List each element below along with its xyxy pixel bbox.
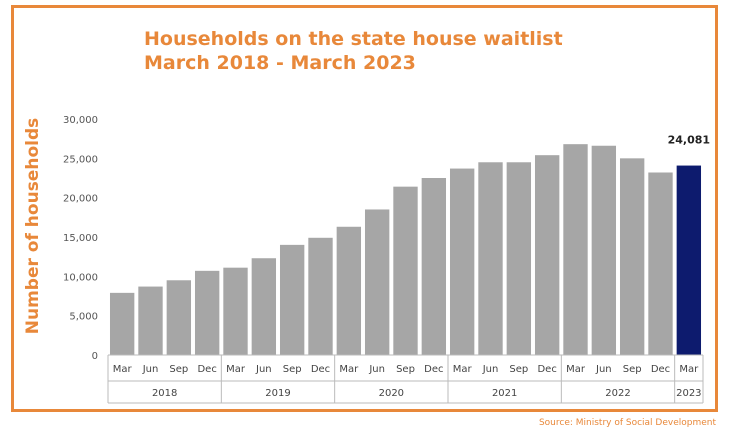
title-line-1: Households on the state house waitlist	[144, 28, 563, 50]
bar	[563, 144, 588, 355]
bar	[449, 168, 475, 355]
bar	[364, 209, 390, 355]
bar	[336, 226, 362, 355]
bar	[393, 186, 418, 355]
bar	[506, 162, 532, 355]
x-tick-label: Sep	[509, 364, 528, 375]
x-tick-label: Dec	[651, 364, 670, 375]
bar	[166, 280, 192, 355]
y-tick-label: 15,000	[63, 233, 98, 244]
x-year-label: 2021	[492, 388, 517, 399]
x-tick-label: Dec	[424, 364, 443, 375]
bar	[619, 158, 645, 355]
bar	[138, 286, 163, 355]
data-labels: 24,081	[668, 134, 710, 147]
x-tick-label: Mar	[226, 364, 246, 375]
bars	[109, 144, 702, 355]
x-tick-label: Sep	[396, 364, 415, 375]
bar-highlighted	[676, 165, 702, 355]
bar	[308, 237, 333, 355]
title-line-2: March 2018 - March 2023	[144, 52, 416, 74]
x-year-label: 2022	[605, 388, 630, 399]
y-axis-label: Number of households	[23, 118, 43, 334]
y-tick-label: 25,000	[63, 154, 98, 165]
y-tick-label: 0	[92, 351, 98, 362]
x-tick-label: Jun	[368, 364, 385, 375]
y-tick-label: 20,000	[63, 194, 98, 205]
bar	[648, 172, 673, 355]
x-year-label: 2020	[379, 388, 404, 399]
x-tick-label: Sep	[283, 364, 302, 375]
x-tick-label: Mar	[453, 364, 473, 375]
x-axis: Mar Jun Sep Dec Mar Jun Sep Dec Mar Jun Sep Dec Mar J…	[107, 354, 704, 404]
x-tick-label: Sep	[169, 364, 188, 375]
x-tick-label: Jun	[142, 364, 159, 375]
x-tick-label: Dec	[537, 364, 556, 375]
x-tick-label: Jun	[255, 364, 272, 375]
source-note: Source: Ministry of Social Development	[538, 418, 716, 428]
x-tick-label: Mar	[566, 364, 586, 375]
bar	[279, 244, 305, 355]
y-axis-ticks: 0 5,000 10,000 15,000 20,000 25,000 30,000	[63, 115, 98, 362]
bar	[109, 292, 135, 355]
x-tick-label: Mar	[113, 364, 133, 375]
bar	[194, 270, 220, 355]
y-tick-label: 10,000	[63, 272, 98, 283]
x-year-label: 2018	[152, 388, 177, 399]
bar	[591, 145, 617, 355]
y-tick-label: 30,000	[63, 115, 98, 126]
x-tick-label: Sep	[623, 364, 642, 375]
bar	[223, 267, 248, 355]
x-year-label: 2023	[676, 388, 701, 399]
x-tick-label: Mar	[679, 364, 699, 375]
x-tick-label: Dec	[311, 364, 330, 375]
x-tick-label: Dec	[197, 364, 216, 375]
x-tick-label: Mar	[339, 364, 359, 375]
y-tick-label: 5,000	[69, 312, 98, 323]
bar	[478, 162, 503, 355]
x-year-label: 2019	[265, 388, 290, 399]
bar	[534, 155, 560, 355]
data-label: 24,081	[668, 134, 710, 147]
chart-title: Households on the state house waitlist M…	[144, 27, 563, 75]
x-tick-label: Jun	[595, 364, 612, 375]
x-tick-label: Jun	[482, 364, 499, 375]
bar	[421, 178, 447, 355]
bar	[251, 258, 277, 355]
